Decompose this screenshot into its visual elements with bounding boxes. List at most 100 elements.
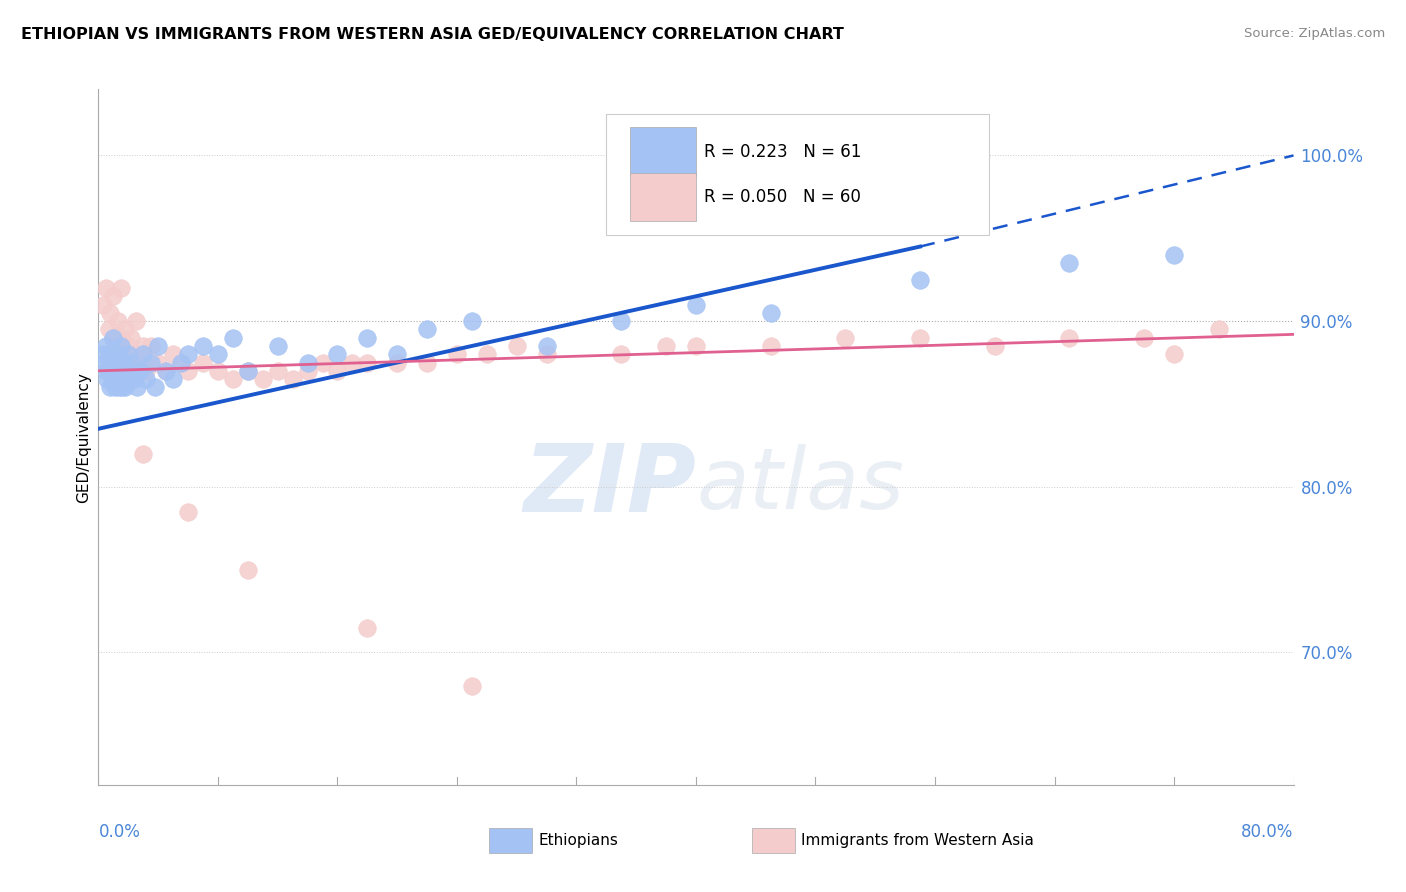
Point (107, 364, 129, 378)
FancyBboxPatch shape (489, 828, 533, 853)
Point (385, 355, 409, 369)
Point (114, 380, 136, 394)
Point (132, 347, 155, 361)
Point (536, 339, 558, 353)
Point (132, 447, 155, 461)
Point (103, 331, 125, 345)
Point (112, 347, 135, 361)
Point (117, 355, 139, 369)
Point (114, 364, 136, 378)
Point (94, 339, 117, 353)
Point (685, 297, 707, 311)
Point (124, 372, 146, 386)
FancyBboxPatch shape (752, 828, 796, 853)
Point (110, 331, 132, 345)
Point (93, 355, 115, 369)
Point (385, 347, 409, 361)
Point (475, 347, 498, 361)
Point (297, 355, 319, 369)
Point (342, 355, 364, 369)
Point (655, 339, 678, 353)
Point (610, 314, 633, 328)
Point (114, 322, 136, 336)
Point (125, 364, 148, 378)
Point (110, 364, 132, 378)
Point (135, 364, 157, 378)
Point (191, 355, 214, 369)
FancyBboxPatch shape (630, 128, 696, 176)
Point (416, 322, 439, 336)
Point (103, 355, 125, 369)
Text: Immigrants from Western Asia: Immigrants from Western Asia (801, 833, 1033, 848)
Point (97, 364, 120, 378)
Point (177, 364, 200, 378)
Point (236, 364, 259, 378)
Point (297, 364, 319, 378)
Point (118, 372, 141, 386)
Point (236, 364, 259, 378)
Point (356, 621, 378, 635)
Point (110, 372, 132, 386)
Point (536, 347, 558, 361)
Point (162, 347, 184, 361)
Point (984, 339, 1007, 353)
Point (111, 380, 134, 394)
Point (112, 355, 135, 369)
Text: 0.0%: 0.0% (98, 823, 141, 841)
Point (834, 331, 856, 345)
Point (311, 355, 333, 369)
Point (117, 364, 139, 378)
Point (1133, 331, 1156, 345)
Text: Ethiopians: Ethiopians (538, 833, 619, 848)
Point (135, 372, 157, 386)
Point (461, 314, 484, 328)
Point (117, 347, 139, 361)
Point (169, 355, 191, 369)
Point (101, 364, 124, 378)
Point (127, 380, 149, 394)
FancyBboxPatch shape (606, 113, 988, 235)
Point (326, 364, 349, 378)
Text: ETHIOPIAN VS IMMIGRANTS FROM WESTERN ASIA GED/EQUIVALENCY CORRELATION CHART: ETHIOPIAN VS IMMIGRANTS FROM WESTERN ASI… (21, 27, 844, 42)
Point (110, 281, 132, 295)
Point (115, 372, 138, 386)
Point (117, 339, 139, 353)
Point (98, 347, 122, 361)
Point (139, 355, 162, 369)
Point (1059, 256, 1081, 270)
Point (281, 372, 304, 386)
Point (356, 355, 378, 369)
Text: ZIP: ZIP (523, 440, 696, 532)
Point (91, 347, 114, 361)
Point (132, 339, 155, 353)
Point (107, 314, 129, 328)
Point (908, 273, 931, 287)
Point (177, 347, 200, 361)
Point (252, 372, 274, 386)
Point (110, 339, 132, 353)
Point (1208, 322, 1230, 336)
Point (169, 355, 191, 369)
Point (103, 372, 125, 386)
Point (461, 679, 484, 693)
Point (267, 364, 290, 378)
Point (155, 364, 177, 378)
Point (125, 314, 148, 328)
Point (105, 339, 128, 353)
Point (139, 339, 162, 353)
Point (267, 339, 290, 353)
Point (416, 355, 439, 369)
Text: 80.0%: 80.0% (1241, 823, 1294, 841)
Point (98, 306, 122, 320)
Point (129, 355, 152, 369)
Point (1163, 347, 1185, 361)
Point (129, 364, 152, 378)
Point (94, 364, 117, 378)
Point (162, 372, 184, 386)
FancyBboxPatch shape (630, 173, 696, 221)
Point (191, 339, 214, 353)
Point (207, 364, 229, 378)
Point (1163, 248, 1185, 262)
Point (121, 364, 143, 378)
Point (94, 281, 117, 295)
